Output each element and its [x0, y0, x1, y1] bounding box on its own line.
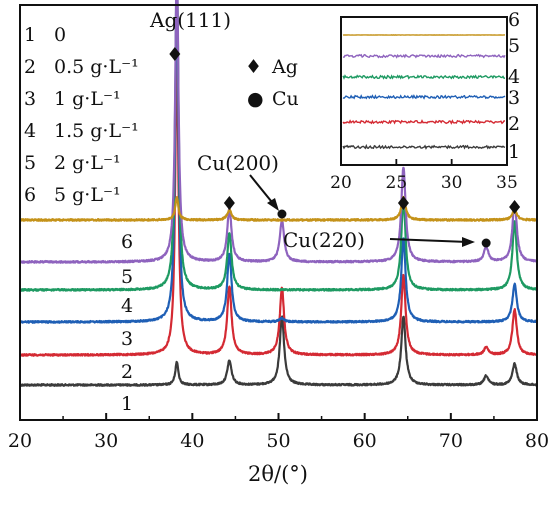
inset-frame	[340, 16, 508, 166]
series-5-number-label: 5	[121, 266, 133, 288]
x-tick-label: 60	[353, 430, 377, 452]
legend-number: 3	[24, 88, 36, 110]
legend-layer: 1 02 0.5 g·L⁻¹ 3 1 g·L⁻¹ 4 1.5 g·L⁻¹ 5 2 g·L⁻¹ 6 5…	[24, 24, 299, 206]
series-2-number-label: 2	[121, 361, 133, 383]
series-1-number-label: 1	[121, 393, 133, 415]
cu-peak-dot	[277, 209, 287, 219]
series-3-line	[19, 0, 538, 324]
annotation-ag111: Ag(111)	[149, 8, 231, 32]
legend-number: 2	[24, 56, 36, 78]
inset-series-label: 2	[508, 113, 520, 135]
annotation-cu220: Cu(220)	[283, 228, 365, 252]
inset-x-tick-label: 25	[386, 173, 408, 193]
inset-series-5-line	[342, 53, 506, 59]
series-5-line	[19, 0, 538, 264]
series-4-line	[18, 0, 538, 292]
cu200-arrowhead	[267, 198, 279, 211]
series-2-line	[19, 51, 538, 357]
inset-x-tick-label: 35	[496, 173, 518, 193]
ag-peak-diamond	[169, 47, 181, 61]
legend-number: 6	[24, 184, 36, 206]
inset-series-label: 4	[508, 66, 520, 88]
x-tick-label: 80	[525, 430, 549, 452]
x-tick-label: 20	[8, 430, 32, 452]
x-tick-label: 30	[94, 430, 118, 452]
legend-number: 5	[24, 152, 36, 174]
inset-series-label: 6	[508, 9, 520, 31]
legend-label: 5 g·L⁻¹	[54, 184, 121, 206]
ag-peak-diamond	[397, 196, 409, 210]
legend-label: 1.5 g·L⁻¹	[54, 120, 139, 142]
inset-series-label: 3	[508, 87, 520, 109]
inset-series-label: 5	[508, 35, 520, 57]
legend-label: 2 g·L⁻¹	[54, 152, 121, 174]
cu220-arrowhead	[462, 237, 475, 247]
cu220-arrow	[389, 238, 469, 243]
x-axis-title: 2θ/(°)	[248, 462, 308, 486]
inset-series-3-line	[342, 94, 506, 100]
legend-label: 0.5 g·L⁻¹	[54, 56, 139, 78]
series-6-number-label: 6	[121, 231, 133, 253]
series-3-number-label: 3	[121, 328, 133, 350]
x-tick-label: 50	[266, 430, 290, 452]
legend-number: 4	[24, 120, 36, 142]
series-1-line	[19, 315, 538, 387]
peak-marker-layer: Ag(111) Cu(200) Cu(220)	[149, 8, 521, 252]
marker-legend-cu-symbol: ●	[247, 88, 264, 110]
x-tick-label: 40	[180, 430, 204, 452]
marker-legend-cu-label: Cu	[272, 88, 299, 110]
series-6-line	[18, 195, 538, 222]
x-tick-label: 70	[439, 430, 463, 452]
cu-peak-dot	[481, 238, 491, 248]
inset-x-tick-label: 20	[330, 173, 352, 193]
inset-series-1-line	[342, 143, 506, 150]
ag-peak-diamond	[223, 196, 235, 210]
inset-series-4-line	[342, 74, 505, 80]
marker-legend-ag-label: Ag	[271, 56, 298, 78]
annotation-cu200: Cu(200)	[197, 151, 279, 175]
marker-legend-ag-symbol: ♦	[245, 56, 262, 78]
inset-x-tick-label: 30	[441, 173, 463, 193]
legend-number: 1	[24, 24, 36, 46]
inset-series-2-line	[342, 119, 505, 125]
ag-peak-diamond	[509, 200, 521, 214]
series-4-number-label: 4	[121, 295, 133, 317]
inset-series-label: 1	[508, 141, 520, 163]
legend-label: 1 g·L⁻¹	[54, 88, 121, 110]
legend-label: 0	[54, 24, 66, 46]
inset-layer: 6 5 43 2 1 20 25 30 35	[330, 9, 520, 193]
